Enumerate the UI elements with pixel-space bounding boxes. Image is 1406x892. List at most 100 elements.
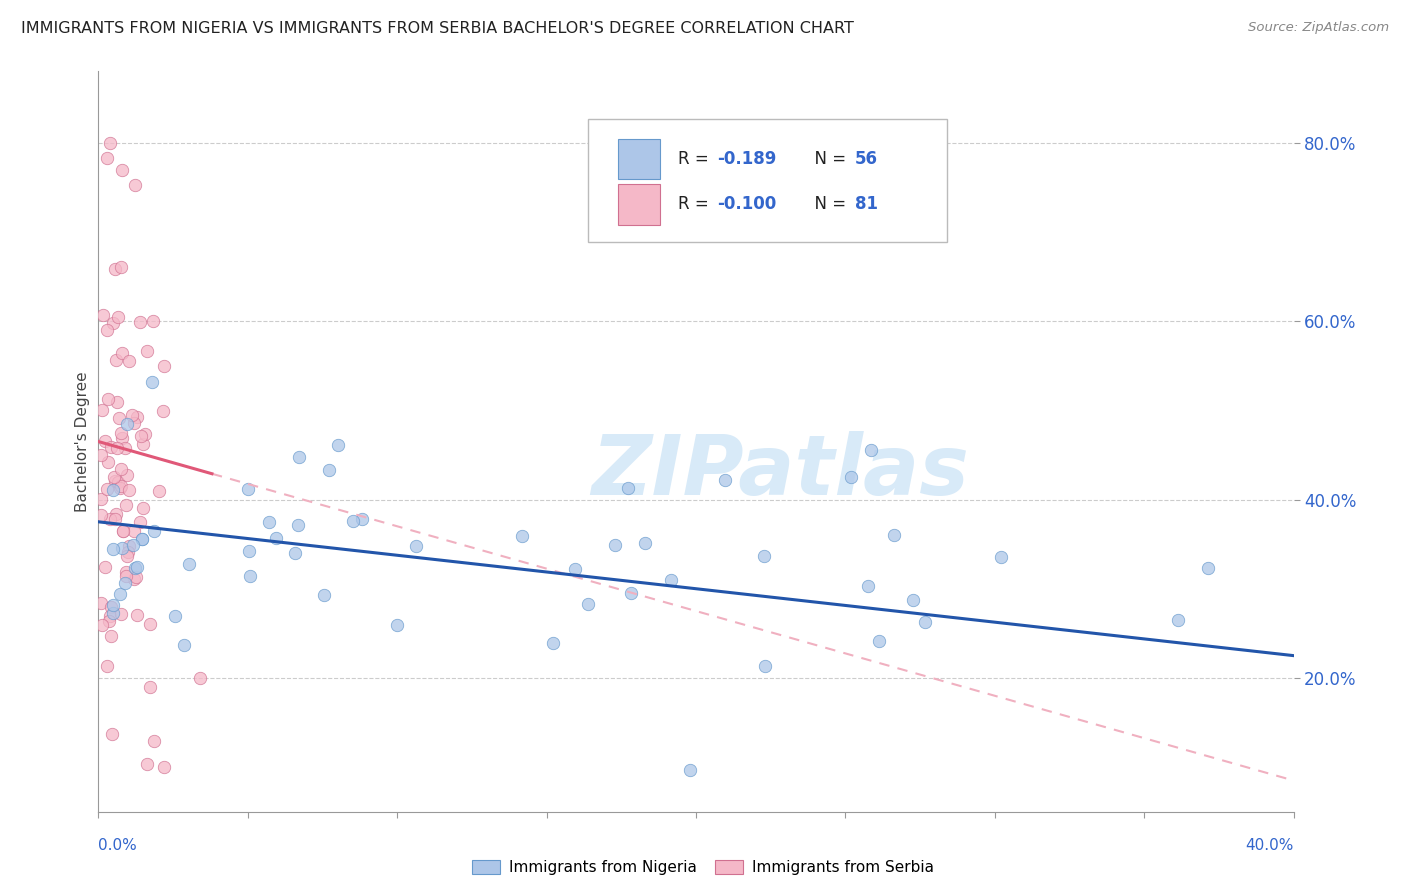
Point (754, 549, 776, 563)
Point (121, 538, 143, 552)
Point (114, 498, 136, 512)
Point (96, 323, 118, 337)
Point (839, 469, 862, 483)
Point (328, 438, 350, 452)
Point (98, 511, 121, 525)
Point (148, 483, 170, 498)
Point (98, 609, 121, 624)
Point (94, 434, 117, 449)
Text: R =: R = (678, 195, 720, 213)
Point (110, 426, 132, 441)
Point (110, 461, 132, 475)
Point (90, 491, 112, 506)
Point (901, 593, 924, 607)
Point (239, 569, 262, 583)
Point (107, 310, 129, 324)
Point (152, 760, 174, 774)
Point (110, 607, 132, 622)
Point (107, 475, 129, 490)
Point (314, 588, 336, 602)
Text: 81: 81 (855, 195, 877, 213)
Point (141, 376, 163, 390)
Y-axis label: Bachelor's Degree: Bachelor's Degree (75, 371, 90, 512)
Legend: Immigrants from Nigeria, Immigrants from Serbia: Immigrants from Nigeria, Immigrants from… (468, 855, 938, 880)
Point (177, 557, 200, 571)
Point (1167, 613, 1189, 627)
Point (124, 178, 146, 192)
Text: 56: 56 (855, 150, 877, 168)
Point (110, 586, 132, 600)
Point (868, 634, 890, 648)
Point (96, 483, 118, 497)
Point (165, 609, 187, 624)
Point (619, 586, 641, 600)
Point (139, 617, 162, 632)
Point (111, 163, 134, 178)
Point (103, 606, 125, 620)
Point (236, 483, 259, 497)
Text: Source: ZipAtlas.com: Source: ZipAtlas.com (1249, 21, 1389, 34)
Text: 40.0%: 40.0% (1246, 838, 1294, 854)
Point (122, 524, 145, 539)
Point (100, 629, 122, 643)
Point (350, 512, 373, 526)
Point (238, 544, 260, 558)
Point (188, 671, 211, 685)
Point (135, 757, 157, 772)
Point (510, 528, 533, 542)
Point (142, 314, 165, 328)
Point (118, 354, 141, 368)
Point (153, 359, 176, 373)
Point (342, 514, 364, 528)
Point (118, 539, 141, 553)
Point (405, 539, 427, 553)
Point (257, 515, 280, 529)
Point (122, 572, 145, 586)
Point (94, 560, 117, 574)
Point (122, 416, 145, 430)
Point (125, 560, 148, 574)
Point (97, 455, 120, 469)
Point (103, 598, 125, 612)
Point (101, 316, 124, 330)
Text: 0.0%: 0.0% (98, 838, 138, 854)
Point (143, 524, 166, 538)
Point (104, 512, 127, 526)
Point (125, 570, 148, 584)
Point (114, 575, 136, 590)
Point (124, 561, 146, 575)
Point (115, 549, 138, 563)
Point (105, 507, 128, 521)
Point (97, 392, 120, 406)
Point (616, 481, 638, 495)
Point (115, 566, 138, 580)
Point (96, 151, 118, 165)
Point (679, 763, 702, 777)
Point (111, 541, 134, 555)
Point (385, 618, 408, 632)
Point (121, 408, 143, 422)
Text: -0.189: -0.189 (717, 150, 778, 168)
Point (318, 463, 340, 477)
Text: -0.100: -0.100 (717, 195, 776, 213)
Point (633, 536, 655, 550)
Text: N =: N = (804, 195, 851, 213)
Point (173, 638, 195, 652)
Point (110, 260, 132, 274)
Point (115, 467, 138, 482)
Point (98, 614, 121, 628)
Point (129, 315, 152, 329)
Point (90, 618, 112, 632)
Point (284, 545, 307, 559)
Point (603, 538, 626, 552)
Point (108, 481, 131, 495)
Point (856, 579, 879, 593)
Point (990, 549, 1012, 564)
Point (104, 262, 127, 277)
Point (91, 403, 114, 417)
Point (112, 524, 135, 539)
Point (139, 681, 162, 695)
Point (859, 443, 882, 458)
Point (111, 524, 134, 538)
Text: ZIPatlas: ZIPatlas (591, 431, 969, 512)
